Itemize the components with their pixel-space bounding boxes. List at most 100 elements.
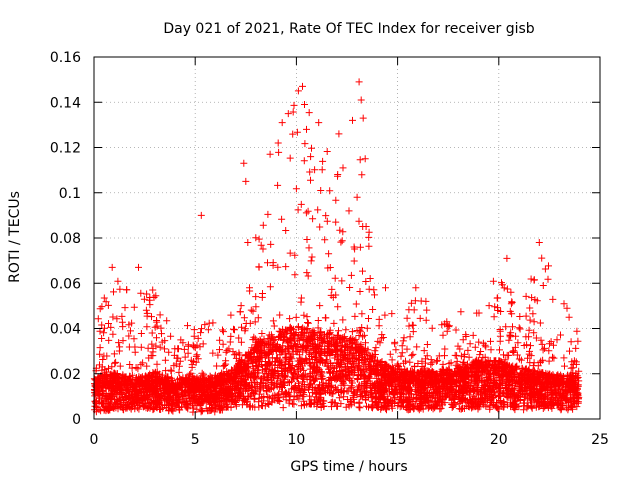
data-point [330,319,338,327]
data-point [391,338,399,346]
data-point [528,404,536,412]
data-point [407,379,414,387]
data-point [270,322,278,330]
data-point [109,404,117,412]
data-point [208,384,216,392]
data-point [122,375,130,383]
data-point [365,242,373,250]
data-point [526,347,533,355]
data-point [255,403,263,411]
data-point [410,405,418,413]
data-point [486,405,494,413]
data-point [156,343,164,351]
data-point [250,346,258,354]
data-point [365,228,373,236]
data-point [432,401,440,409]
data-point [530,397,538,405]
data-point [538,254,546,262]
data-point [294,206,302,214]
data-point [143,290,151,298]
data-point [250,395,258,403]
data-point [408,373,415,381]
data-point [184,322,191,330]
data-point [403,345,411,353]
data-point [316,302,324,310]
data-point [563,304,571,312]
data-point [406,358,414,366]
data-point [137,343,145,351]
data-point [359,267,366,275]
data-point [161,345,168,353]
data-point [378,331,386,339]
data-point [520,342,528,349]
data-point [120,406,128,414]
data-point [439,401,447,409]
data-point [564,404,572,412]
data-point [494,304,501,312]
data-point [487,399,495,406]
data-point [492,383,500,391]
data-point [144,344,152,352]
data-point [457,376,464,384]
data-point [295,379,302,387]
data-point [433,357,441,365]
data-point [338,237,346,245]
data-point [190,332,198,340]
data-point [265,347,273,355]
data-point [388,356,396,364]
data-point [454,342,462,350]
data-point [494,405,502,413]
data-point [99,356,107,363]
data-point [197,329,205,337]
data-point [300,401,308,409]
data-point [356,288,364,295]
data-point [463,386,471,394]
data-point [406,333,414,341]
data-point [350,337,358,345]
data-point [153,360,161,368]
data-point [375,315,383,323]
data-point [275,390,283,398]
data-point [539,346,547,354]
data-point [374,403,382,411]
data-point [300,157,308,165]
data-point [102,298,110,306]
data-point [157,324,165,332]
data-point [441,320,449,328]
data-point [545,357,553,365]
data-point [303,313,311,321]
data-point [295,351,303,359]
data-point [357,328,364,336]
data-point [267,240,275,248]
data-point [469,400,477,408]
data-point [273,354,281,362]
data-point [304,325,312,332]
data-point [520,381,528,389]
data-point [326,187,334,195]
data-point [164,375,172,382]
data-point [492,357,500,365]
data-point [374,337,382,345]
data-point [216,336,224,344]
data-point [301,140,309,148]
data-point [487,346,495,354]
data-point [510,404,518,412]
data-point [211,408,219,416]
data-point [307,362,315,370]
data-point [213,362,221,370]
data-point [161,337,169,345]
data-point [358,366,366,374]
data-point [413,380,421,388]
data-point [497,308,505,315]
data-point [542,393,550,401]
data-point [216,346,223,354]
data-point [363,388,371,396]
data-point [194,355,202,363]
data-point [175,362,183,370]
data-point [352,300,360,308]
data-point [215,392,223,400]
data-point [139,359,147,367]
data-point [279,384,286,391]
data-point [390,389,398,397]
data-point [423,352,431,360]
